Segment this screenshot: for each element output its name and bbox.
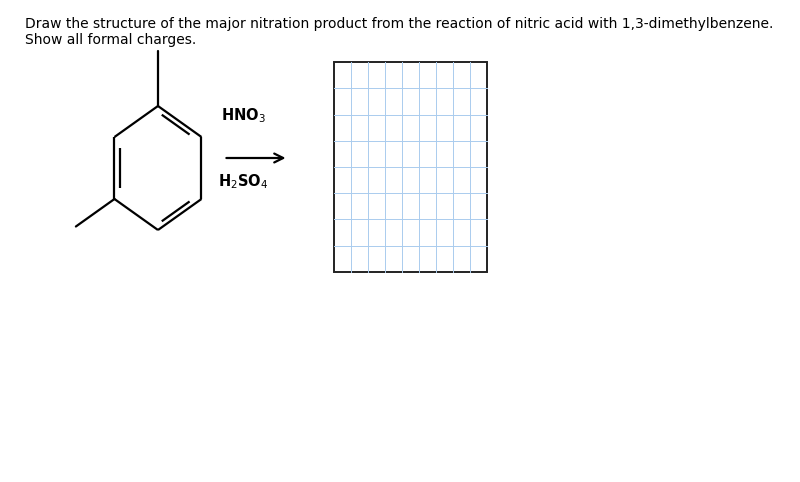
Text: Draw the structure of the major nitration product from the reaction of nitric ac: Draw the structure of the major nitratio… bbox=[25, 17, 773, 47]
Text: HNO$_3$: HNO$_3$ bbox=[221, 107, 266, 125]
Text: H$_2$SO$_4$: H$_2$SO$_4$ bbox=[218, 172, 268, 191]
Bar bbox=[334, 62, 487, 272]
